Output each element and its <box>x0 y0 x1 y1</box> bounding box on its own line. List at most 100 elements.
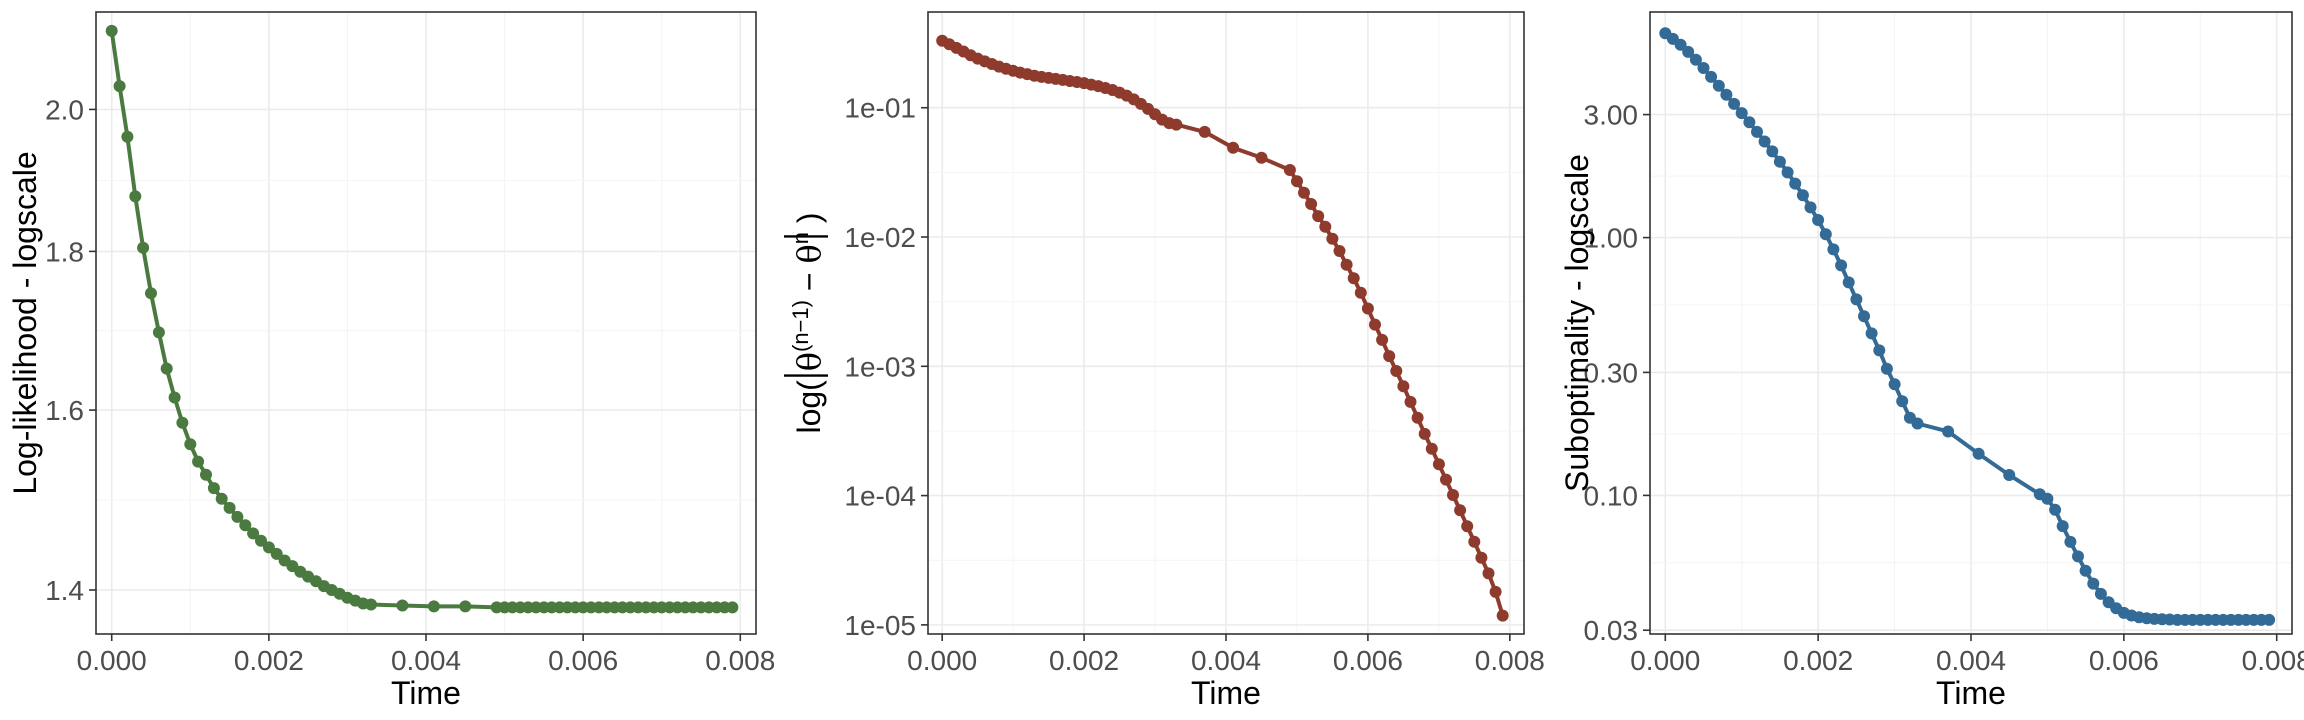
data-point <box>2094 587 2107 600</box>
data-point <box>1674 38 1687 51</box>
data-point <box>1796 189 1809 202</box>
data-point <box>1911 417 1924 430</box>
y-axis-title-text: log( θ(n−1) − θn ) <box>788 212 829 433</box>
data-point <box>1312 210 1325 223</box>
x-tick-label: 0.006 <box>548 645 618 676</box>
data-point <box>2079 564 2092 577</box>
data-point <box>1728 97 1741 110</box>
data-point <box>2263 613 2276 626</box>
y-tick-label: 0.10 <box>1584 480 1639 511</box>
data-point <box>1689 53 1702 66</box>
y-tick-label: 0.30 <box>1584 357 1639 388</box>
data-point <box>1468 535 1481 548</box>
x-axis-title: Time <box>1936 675 2006 711</box>
data-point <box>1397 380 1410 393</box>
data-point <box>160 362 173 375</box>
data-point <box>1454 504 1467 517</box>
data-point <box>184 438 197 451</box>
y-title-minus: − <box>791 264 827 300</box>
data-point <box>1850 293 1863 306</box>
y-tick-label: 1e-03 <box>844 351 916 382</box>
data-point <box>1447 489 1459 501</box>
data-point <box>1475 551 1488 564</box>
data-point <box>1319 220 1332 233</box>
data-point <box>1291 175 1303 188</box>
data-point <box>1942 425 1955 438</box>
data-point <box>1751 125 1763 138</box>
loglikelihood-panel: 0.000 0.002 0.004 0.006 0.008 1.4 1.6 1.8 2.0 Ti… <box>7 11 775 711</box>
data-point <box>207 482 220 495</box>
data-point <box>223 501 236 514</box>
x-axis-title: Time <box>1191 675 1261 711</box>
data-point <box>1340 258 1353 271</box>
data-point <box>1812 214 1825 226</box>
data-point <box>192 455 205 468</box>
x-tick-label: 0.004 <box>1936 645 2006 676</box>
y-tick-label: 1e-04 <box>844 481 916 512</box>
data-point <box>726 601 739 614</box>
data-point <box>1283 164 1296 176</box>
y-title-sup2: n <box>788 232 813 244</box>
data-point <box>1712 79 1725 92</box>
series-line <box>941 38 1505 617</box>
data-point <box>1305 198 1318 210</box>
data-point <box>2072 550 2084 563</box>
data-point <box>459 600 472 613</box>
x-tick-label: 0.000 <box>77 645 147 676</box>
parameter-change-panel: 0.000 0.002 0.004 0.006 0.008 1e-05 1e-04 1e-03… <box>784 11 1545 711</box>
y-title-sup1: (n−1) <box>788 300 813 352</box>
x-tick-label: 0.008 <box>705 645 775 676</box>
data-point <box>1773 155 1786 168</box>
y-title-theta1: θ <box>790 352 828 371</box>
y-tick-label: 0.03 <box>1584 615 1639 646</box>
y-title-theta2: θ <box>790 244 828 263</box>
suboptimality-panel: 0.000 0.002 0.004 0.006 0.008 0.03 0.10 0.30 1.0… <box>1559 11 2304 711</box>
data-point <box>2049 503 2062 516</box>
data-point <box>113 80 126 93</box>
data-point <box>2064 535 2077 548</box>
x-tick-label: 0.000 <box>907 645 977 676</box>
data-point <box>1425 442 1438 455</box>
data-point <box>215 492 228 505</box>
data-point <box>1873 344 1886 357</box>
y-tick-label: 1.00 <box>1584 223 1639 254</box>
data-point <box>2003 469 2016 481</box>
data-point <box>1789 177 1802 190</box>
data-point <box>1347 272 1360 285</box>
x-tick-label: 0.002 <box>1049 645 1119 676</box>
data-point <box>1819 228 1832 241</box>
y-tick-label: 1.4 <box>45 575 84 606</box>
data-point <box>1432 458 1445 471</box>
data-point <box>200 468 212 481</box>
data-point <box>1369 318 1381 331</box>
y-tick-label: 1e-05 <box>844 610 916 641</box>
data-point <box>137 241 150 254</box>
data-point <box>1682 45 1695 58</box>
data-point <box>129 190 142 203</box>
series-points <box>105 24 739 614</box>
x-tick-label: 0.004 <box>391 645 461 676</box>
y-tick-label: 1.6 <box>45 395 84 426</box>
data-point <box>1482 567 1495 580</box>
panel-grid <box>928 12 1524 634</box>
x-tick-label: 0.006 <box>1333 645 1403 676</box>
x-tick-label: 0.008 <box>1475 645 1545 676</box>
data-point <box>1781 166 1794 179</box>
data-point <box>1880 362 1893 375</box>
series-line <box>109 30 733 610</box>
data-point <box>1888 378 1901 391</box>
data-point <box>1198 125 1211 138</box>
data-point <box>145 287 157 300</box>
panel-grid <box>1650 12 2292 634</box>
axis-ticks: 0.000 0.002 0.004 0.006 0.008 1.4 1.6 1.8 2.0 <box>45 94 775 676</box>
y-title-close: ) <box>791 212 827 232</box>
x-tick-label: 0.002 <box>234 645 304 676</box>
data-point <box>1227 141 1240 154</box>
data-point <box>1255 151 1268 164</box>
data-point <box>239 519 252 532</box>
data-point <box>365 598 377 611</box>
axis-ticks: 0.000 0.002 0.004 0.006 0.008 1e-05 1e-04 1e-03… <box>844 93 1544 676</box>
data-point <box>231 510 244 523</box>
data-point <box>1720 88 1733 101</box>
